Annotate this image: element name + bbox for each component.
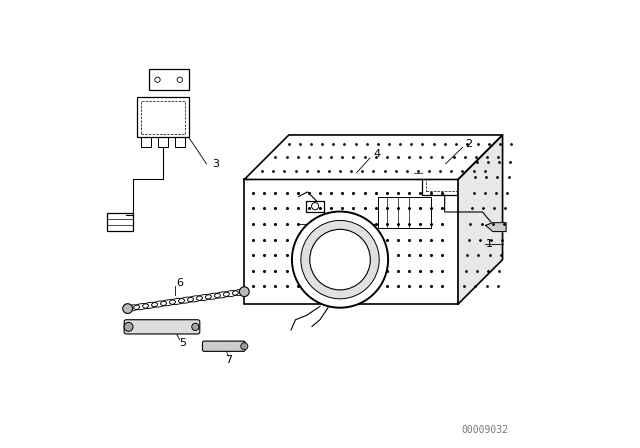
Bar xyxy=(175,137,185,147)
Text: 4: 4 xyxy=(373,149,381,159)
Polygon shape xyxy=(486,223,506,232)
Bar xyxy=(148,69,189,90)
Text: 3: 3 xyxy=(212,159,219,169)
Bar xyxy=(138,97,189,137)
Bar xyxy=(414,168,424,178)
FancyBboxPatch shape xyxy=(124,320,200,334)
Circle shape xyxy=(241,343,248,350)
FancyBboxPatch shape xyxy=(202,341,245,351)
Text: 5: 5 xyxy=(179,338,186,348)
Circle shape xyxy=(310,229,371,290)
Circle shape xyxy=(124,323,133,332)
Bar xyxy=(422,168,467,195)
Text: 1: 1 xyxy=(486,239,493,249)
Bar xyxy=(141,101,185,134)
Bar xyxy=(107,213,133,231)
Circle shape xyxy=(301,220,380,299)
Text: 7: 7 xyxy=(225,355,232,365)
Bar xyxy=(141,137,151,147)
Circle shape xyxy=(239,287,249,297)
Bar xyxy=(158,137,168,147)
Circle shape xyxy=(292,211,388,308)
Circle shape xyxy=(192,323,199,331)
Text: 00009032: 00009032 xyxy=(461,425,508,435)
Text: 2: 2 xyxy=(465,139,473,149)
Bar xyxy=(244,180,458,304)
Text: 6: 6 xyxy=(176,278,183,288)
Polygon shape xyxy=(458,135,502,304)
Circle shape xyxy=(123,304,132,314)
Bar xyxy=(426,172,463,191)
Polygon shape xyxy=(244,135,502,180)
Bar xyxy=(378,197,431,228)
